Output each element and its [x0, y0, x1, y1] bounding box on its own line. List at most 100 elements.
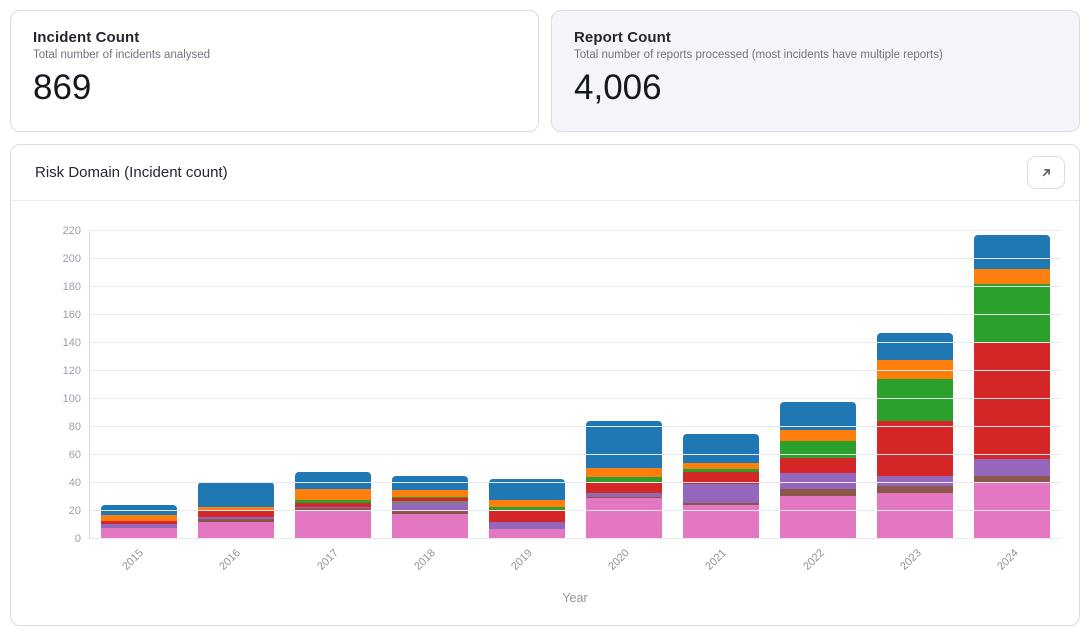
gridline-y80: [90, 426, 1061, 427]
bar-segment-green-2022[interactable]: [780, 441, 857, 458]
bar-segment-red-2018[interactable]: [391, 498, 468, 502]
chart-header: Risk Domain (Incident count): [11, 145, 1079, 201]
gridline-y160: [90, 314, 1061, 315]
stacked-bar-2021[interactable]: [683, 434, 760, 539]
bar-segment-green-2017[interactable]: [294, 499, 371, 503]
bar-segment-blue-2017[interactable]: [294, 471, 371, 489]
bar-segment-blue-2021[interactable]: [683, 434, 760, 464]
bar-segment-green-2023[interactable]: [877, 379, 954, 422]
plot-wrapper: 0 20 40 60 80 100 120 140 160 180 200 220 2015 2016 2…: [63, 225, 1061, 605]
bar-segment-green-2019[interactable]: [488, 506, 565, 510]
bar-segment-blue-2020[interactable]: [586, 421, 663, 468]
bar-segment-gray-2020[interactable]: [586, 492, 663, 495]
bar-segment-brown-2018[interactable]: [391, 511, 468, 514]
bar-segment-purple-2024[interactable]: [974, 459, 1051, 476]
gridline-y60: [90, 454, 1061, 455]
bar-segment-orange-2021[interactable]: [683, 463, 760, 470]
bar-slot-2021: [673, 231, 770, 539]
bar-segment-orange-2018[interactable]: [391, 490, 468, 498]
stacked-bar-2016[interactable]: [197, 481, 274, 539]
bar-segment-purple-2019[interactable]: [488, 522, 565, 530]
bar-segment-red-2017[interactable]: [294, 502, 371, 507]
bar-segment-brown-2024[interactable]: [974, 476, 1051, 483]
stacked-bar-2022[interactable]: [780, 401, 857, 539]
bar-segment-pink-2022[interactable]: [780, 495, 857, 539]
expand-chart-button[interactable]: [1027, 156, 1065, 189]
bar-segment-red-2022[interactable]: [780, 457, 857, 474]
bar-segment-red-2016[interactable]: [197, 511, 274, 517]
bar-segment-orange-2023[interactable]: [877, 359, 954, 380]
bar-segment-red-2020[interactable]: [586, 481, 663, 493]
x-tick-slot-2021: 2021: [672, 539, 769, 585]
stacked-bar-2019[interactable]: [488, 478, 565, 539]
bar-segment-purple-2020[interactable]: [586, 494, 663, 498]
bar-segment-purple-2017[interactable]: [294, 506, 371, 509]
y-tick-label: 0: [74, 533, 81, 545]
bar-slot-2020: [575, 231, 672, 539]
bar-segment-purple-2022[interactable]: [780, 473, 857, 489]
stacked-bar-2017[interactable]: [294, 471, 371, 539]
y-tick-label: 60: [68, 449, 81, 461]
report-count-card[interactable]: Report Count Total number of reports pro…: [551, 10, 1080, 132]
bar-segment-orange-2022[interactable]: [780, 429, 857, 442]
bar-segment-orange-2024[interactable]: [974, 268, 1051, 285]
bar-segment-red-2015[interactable]: [100, 520, 177, 524]
bar-segment-orange-2017[interactable]: [294, 488, 371, 500]
bar-segment-red-2019[interactable]: [488, 509, 565, 523]
bar-segment-green-2021[interactable]: [683, 469, 760, 472]
x-tick-slot-2016: 2016: [186, 539, 283, 585]
y-tick-label: 100: [62, 393, 81, 405]
bar-segment-pink-2023[interactable]: [877, 492, 954, 539]
bar-segment-red-2024[interactable]: [974, 343, 1051, 460]
bar-segment-pink-2015[interactable]: [100, 527, 177, 539]
stacked-bar-2023[interactable]: [877, 333, 954, 539]
bar-segment-brown-2020[interactable]: [586, 497, 663, 499]
bar-segment-brown-2023[interactable]: [877, 485, 954, 493]
bar-segment-blue-2022[interactable]: [780, 401, 857, 430]
bar-segment-green-2020[interactable]: [586, 477, 663, 482]
bar-segment-purple-2016[interactable]: [197, 516, 274, 520]
stacked-bar-2018[interactable]: [391, 476, 468, 539]
bar-segment-orange-2016[interactable]: [197, 506, 274, 512]
bar-segment-pink-2018[interactable]: [391, 513, 468, 539]
bar-segment-orange-2020[interactable]: [586, 467, 663, 478]
stacked-bar-2024[interactable]: [974, 235, 1051, 539]
bar-segment-blue-2019[interactable]: [488, 478, 565, 500]
x-axis-labels: 2015 2016 2017 2018 2019 2020 2021 2022 2023 2024: [89, 539, 1061, 585]
bar-segment-gray-2018[interactable]: [391, 501, 468, 505]
y-tick-label: 120: [62, 365, 81, 377]
bar-slot-2019: [478, 231, 575, 539]
bar-segment-blue-2018[interactable]: [391, 476, 468, 491]
incident-count-card[interactable]: Incident Count Total number of incidents…: [10, 10, 539, 132]
bar-segment-blue-2016[interactable]: [197, 481, 274, 507]
bar-segment-brown-2022[interactable]: [780, 488, 857, 496]
bar-segment-purple-2018[interactable]: [391, 504, 468, 512]
x-tick-slot-2018: 2018: [381, 539, 478, 585]
bar-segment-purple-2021[interactable]: [683, 484, 760, 503]
bar-segment-green-2018[interactable]: [391, 497, 468, 499]
stacked-bar-2020[interactable]: [586, 421, 663, 539]
bar-segment-blue-2024[interactable]: [974, 235, 1051, 269]
bar-segment-orange-2015[interactable]: [100, 515, 177, 521]
bar-segment-blue-2023[interactable]: [877, 333, 954, 360]
bar-segment-pink-2017[interactable]: [294, 509, 371, 539]
bar-segment-pink-2021[interactable]: [683, 505, 760, 539]
report-count-subtitle: Total number of reports processed (most …: [574, 49, 943, 61]
bar-segment-brown-2017[interactable]: [294, 508, 371, 510]
bar-segment-pink-2024[interactable]: [974, 483, 1051, 539]
y-tick-label: 180: [62, 281, 81, 293]
bar-segment-brown-2016[interactable]: [197, 519, 274, 523]
bar-segment-brown-2021[interactable]: [683, 502, 760, 506]
bar-segment-green-2024[interactable]: [974, 284, 1051, 344]
bar-segment-pink-2020[interactable]: [586, 498, 663, 539]
gridline-y0: [90, 538, 1061, 539]
bar-segment-red-2023[interactable]: [877, 421, 954, 477]
bar-segment-red-2021[interactable]: [683, 471, 760, 485]
x-tick-label-2020: 2020: [606, 547, 633, 573]
bar-segment-pink-2019[interactable]: [488, 529, 565, 539]
bar-segment-purple-2015[interactable]: [100, 523, 177, 528]
bar-segment-purple-2023[interactable]: [877, 476, 954, 486]
bar-segment-orange-2019[interactable]: [488, 499, 565, 507]
bar-segment-pink-2016[interactable]: [197, 522, 274, 539]
bar-slot-2015: [90, 231, 187, 539]
